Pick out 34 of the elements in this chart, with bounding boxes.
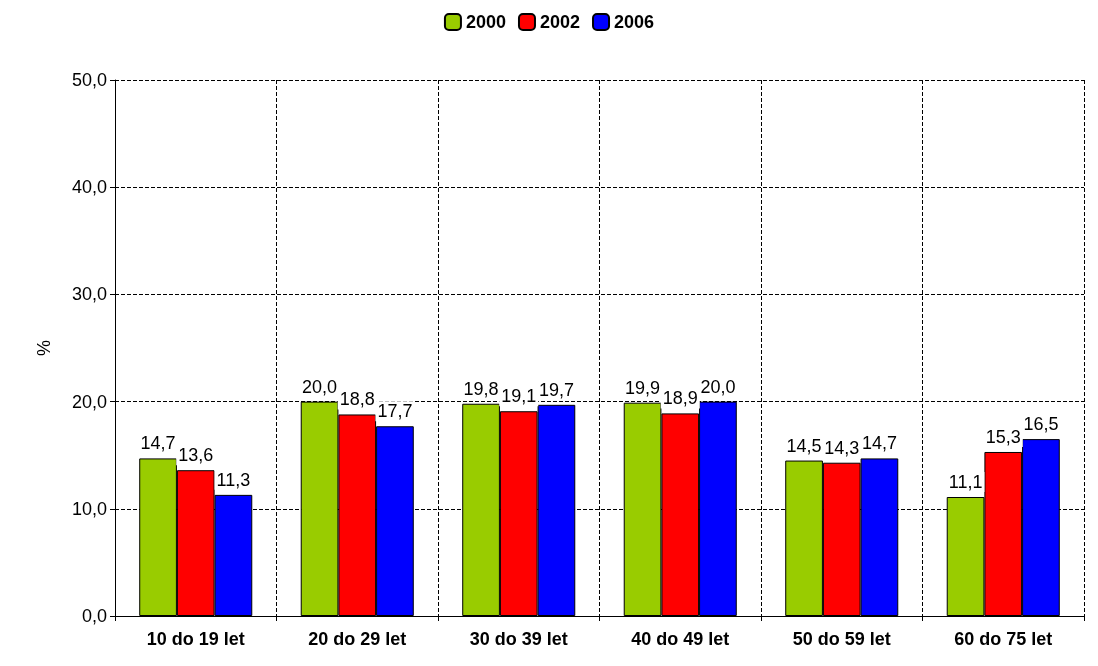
y-tick-label: 50,0 (71, 70, 107, 90)
data-label: 11,1 (948, 472, 983, 493)
y-tick-label: 20,0 (71, 391, 107, 412)
legend-label: 2002 (539, 12, 581, 32)
data-label: 15,3 (985, 426, 1021, 447)
x-tick-label: 60 do 75 let (954, 629, 1053, 649)
data-label: 14,3 (824, 437, 860, 458)
y-tick-label: 40,0 (71, 177, 107, 198)
x-tick-label: 30 do 39 let (469, 629, 568, 649)
data-label: 20,0 (700, 376, 736, 397)
data-label: 14,7 (140, 433, 176, 454)
legend-label: 2006 (614, 12, 655, 32)
y-axis-title: % (34, 339, 54, 357)
data-label: 11,3 (216, 469, 251, 490)
data-label: 18,9 (662, 388, 698, 409)
legend-label: 2000 (465, 12, 506, 32)
data-label: 19,1 (501, 386, 537, 407)
x-tick-label: 40 do 49 let (631, 629, 730, 649)
x-tick-label: 10 do 19 let (146, 629, 245, 649)
data-label: 18,8 (339, 389, 375, 410)
y-tick-label: 0,0 (81, 606, 107, 626)
x-tick-label: 50 do 59 let (792, 629, 891, 649)
x-tick-label: 20 do 29 let (308, 629, 407, 649)
y-tick-label: 30,0 (71, 284, 107, 305)
data-label: 20,0 (302, 376, 338, 397)
data-label: 17,7 (377, 401, 413, 422)
data-label: 19,7 (538, 379, 574, 400)
data-label: 19,9 (625, 377, 661, 398)
data-label: 14,5 (786, 435, 822, 456)
data-label: 19,8 (463, 378, 499, 399)
data-label: 14,7 (861, 433, 897, 454)
y-tick-label: 10,0 (71, 498, 107, 519)
data-label: 13,6 (178, 445, 214, 466)
data-label: 16,5 (1023, 414, 1059, 435)
